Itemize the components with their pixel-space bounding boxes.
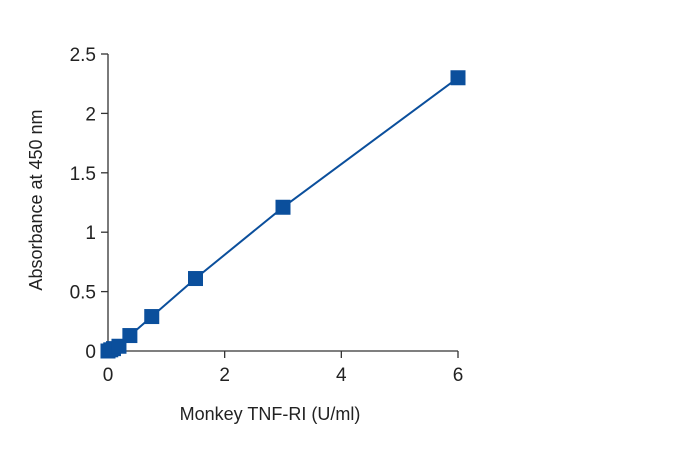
- data-point-marker: [450, 70, 466, 86]
- data-point-marker: [122, 328, 138, 344]
- x-axis-title: Monkey TNF-RI (U/ml): [180, 404, 361, 424]
- axes: 0 0.5 1 1.5 2 2.5 0 2 4 6: [70, 45, 464, 386]
- y-axis-title: Absorbance at 450 nm: [26, 109, 46, 290]
- data-point-marker: [144, 309, 160, 325]
- y-tick-label: 2: [85, 104, 96, 125]
- x-tick-label: 4: [336, 365, 347, 386]
- y-tick-label: 1.5: [70, 164, 96, 185]
- x-tick-label: 0: [103, 365, 114, 386]
- y-tick-label: 2.5: [70, 45, 96, 66]
- y-ticks: 0 0.5 1 1.5 2 2.5: [70, 45, 108, 363]
- x-ticks: 0 2 4 6: [103, 351, 464, 386]
- x-tick-label: 6: [453, 365, 464, 386]
- plot-area: [100, 70, 466, 359]
- y-tick-label: 1: [85, 223, 96, 244]
- y-tick-label: 0.5: [70, 283, 96, 304]
- y-tick-label: 0: [85, 342, 96, 363]
- x-tick-label: 2: [219, 365, 230, 386]
- data-point-marker: [275, 199, 291, 215]
- data-point-marker: [188, 271, 203, 287]
